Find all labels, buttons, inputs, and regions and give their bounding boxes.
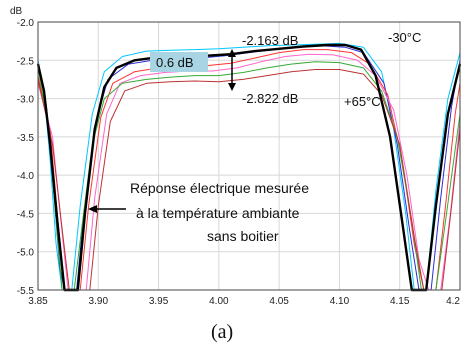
y-tick-label: -5.0	[17, 248, 35, 259]
y-tick-label: -2.5	[17, 56, 35, 67]
y-tick-label: -4.5	[17, 209, 35, 220]
delta-arrow-head-down	[228, 83, 236, 91]
cold-temp-label: -30°C	[388, 30, 421, 45]
plot-frame	[37, 21, 461, 291]
delta-box-label: 0.6 dB	[156, 55, 194, 70]
note-line-3: sans boitier	[207, 228, 279, 244]
delta-box	[150, 52, 208, 72]
note-arrow-head	[88, 205, 97, 213]
y-tick-label: -2.0	[17, 18, 35, 29]
x-tick-label: 4.2	[446, 296, 460, 307]
y-tick-label: -3.5	[17, 133, 35, 144]
grid	[37, 21, 461, 291]
x-tick-label: 3.95	[149, 296, 169, 307]
y-axis-ticks: -2.0 -2.5 -3.0 -3.5 -4.0 -4.5 -5.0 -5.5	[17, 18, 35, 297]
bottom-value-label: -2.822 dB	[242, 91, 298, 106]
series-group	[36, 42, 462, 292]
series-line	[37, 49, 461, 291]
x-axis-ticks: 3.85 3.90 3.95 4.00 4.05 4.10 4.15 4.2	[28, 296, 460, 307]
x-tick-label: 4.10	[330, 296, 350, 307]
x-tick-label: 3.85	[28, 296, 48, 307]
y-tick-label: -3.0	[17, 95, 35, 106]
hot-temp-label: +65°C	[344, 94, 381, 109]
y-tick-label: -4.0	[17, 171, 35, 182]
x-tick-label: 4.05	[269, 296, 289, 307]
figure-caption: (a)	[211, 321, 233, 343]
y-axis-label: dB	[10, 6, 23, 17]
series-line	[37, 53, 461, 291]
delta-arrow-head-up	[228, 49, 236, 57]
y-tick-label: -5.5	[17, 286, 35, 297]
x-tick-label: 4.00	[209, 296, 229, 307]
x-tick-label: 4.15	[390, 296, 410, 307]
series-line	[37, 42, 461, 291]
note-line-2: à la température ambiante	[136, 205, 300, 221]
top-value-label: -2.163 dB	[242, 33, 298, 48]
x-tick-label: 3.90	[89, 296, 109, 307]
note-line-1: Réponse électrique mesurée	[130, 180, 309, 196]
